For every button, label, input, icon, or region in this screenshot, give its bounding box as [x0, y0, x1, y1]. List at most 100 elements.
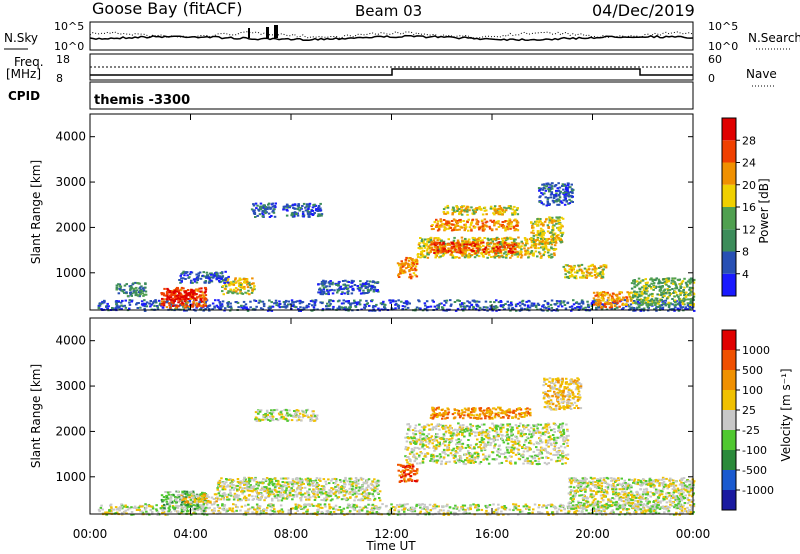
- echo-cell: [232, 280, 235, 283]
- echo-cell: [633, 290, 636, 293]
- echo-cell: [319, 503, 322, 506]
- echo-cell: [637, 303, 641, 306]
- echo-cell: [571, 307, 574, 310]
- echo-cell: [436, 241, 439, 244]
- echo-cell: [665, 303, 669, 306]
- echo-cell: [337, 284, 340, 287]
- echo-cell: [656, 293, 659, 296]
- echo-cell: [118, 308, 122, 311]
- echo-cell: [492, 307, 495, 310]
- echo-cell: [197, 277, 200, 280]
- echo-cell: [611, 509, 614, 512]
- echo-cell: [451, 241, 454, 244]
- echo-cell: [424, 238, 427, 241]
- echo-cell: [204, 308, 207, 310]
- echo-cell: [451, 256, 454, 259]
- echo-cell: [481, 251, 484, 254]
- echo-cell: [455, 244, 458, 247]
- echo-cell: [280, 305, 283, 308]
- echo-cell: [570, 194, 573, 197]
- echo-cell: [598, 303, 602, 306]
- echo-cell: [456, 206, 459, 209]
- echo-cell: [145, 506, 148, 509]
- echo-cell: [169, 302, 172, 305]
- echo-cell: [486, 244, 489, 247]
- echo-cell: [476, 507, 480, 510]
- echo-cell: [446, 212, 450, 215]
- echo-cell: [487, 239, 490, 242]
- echo-cell: [246, 309, 250, 312]
- echo-cell: [542, 309, 545, 312]
- echo-cell: [298, 504, 301, 507]
- echo-cell: [144, 286, 147, 289]
- echo-cell: [429, 305, 433, 308]
- echo-cell: [601, 272, 604, 275]
- echo-cell: [229, 290, 232, 293]
- echo-cell: [155, 508, 158, 511]
- echo-cell: [452, 507, 455, 510]
- echo-cell: [563, 203, 567, 206]
- echo-cell: [547, 305, 550, 308]
- echo-cell: [182, 308, 185, 311]
- echo-cell: [677, 295, 680, 298]
- echo-cell: [325, 305, 328, 308]
- echo-cell: [301, 210, 305, 213]
- echo-cell: [319, 506, 322, 509]
- echo-cell: [545, 218, 548, 221]
- echo-cell: [619, 291, 622, 294]
- echo-cell: [225, 508, 228, 511]
- echo-cell: [160, 300, 164, 303]
- echo-cell: [195, 288, 198, 291]
- echo-cell: [390, 503, 393, 506]
- echo-cell: [402, 505, 406, 508]
- echo-cell: [271, 504, 275, 507]
- echo-cell: [486, 309, 489, 312]
- echo-cell: [442, 247, 445, 250]
- echo-cell: [362, 506, 366, 509]
- echo-cell: [199, 290, 203, 293]
- echo-cell: [629, 303, 633, 306]
- echo-cell: [544, 242, 547, 245]
- echo-cell: [377, 512, 381, 515]
- echo-cell: [436, 222, 439, 225]
- echo-cell: [564, 184, 568, 187]
- echo-cell: [614, 305, 617, 308]
- echo-cell: [546, 202, 550, 205]
- echo-cell: [553, 193, 556, 196]
- echo-cell: [547, 302, 550, 305]
- echo-cell: [411, 275, 414, 278]
- echo-cell: [430, 248, 434, 251]
- echo-cell: [120, 289, 124, 292]
- echo-cell: [546, 201, 550, 204]
- echo-cell: [692, 295, 696, 298]
- echo-cell: [160, 303, 163, 306]
- echo-cell: [644, 510, 648, 513]
- echo-cell: [161, 510, 165, 512]
- echo-cell: [553, 252, 556, 255]
- echo-cell: [557, 198, 561, 201]
- nave-tick-top: 60: [708, 53, 722, 66]
- echo-cell: [518, 510, 522, 513]
- echo-cell: [434, 253, 437, 256]
- echo-cell: [371, 299, 374, 302]
- echo-cell: [326, 302, 329, 305]
- echo-cell: [540, 246, 543, 249]
- echo-cell: [540, 223, 543, 226]
- echo-cell: [508, 246, 511, 248]
- echo-cell: [478, 244, 481, 247]
- echo-cell: [677, 297, 681, 300]
- echo-cell: [336, 307, 339, 310]
- echo-cell: [296, 204, 300, 207]
- echo-cell: [162, 304, 166, 307]
- power-echo-region-3: [221, 277, 256, 296]
- echo-cell: [601, 506, 604, 509]
- echo-cell: [234, 287, 238, 289]
- echo-cell: [513, 507, 516, 510]
- echo-cell: [500, 225, 504, 228]
- echo-cell: [243, 287, 246, 290]
- echo-cell: [234, 503, 237, 506]
- echo-cell: [505, 255, 508, 258]
- echo-cell: [596, 291, 599, 294]
- echo-cell: [517, 505, 520, 508]
- echo-cell: [314, 209, 318, 212]
